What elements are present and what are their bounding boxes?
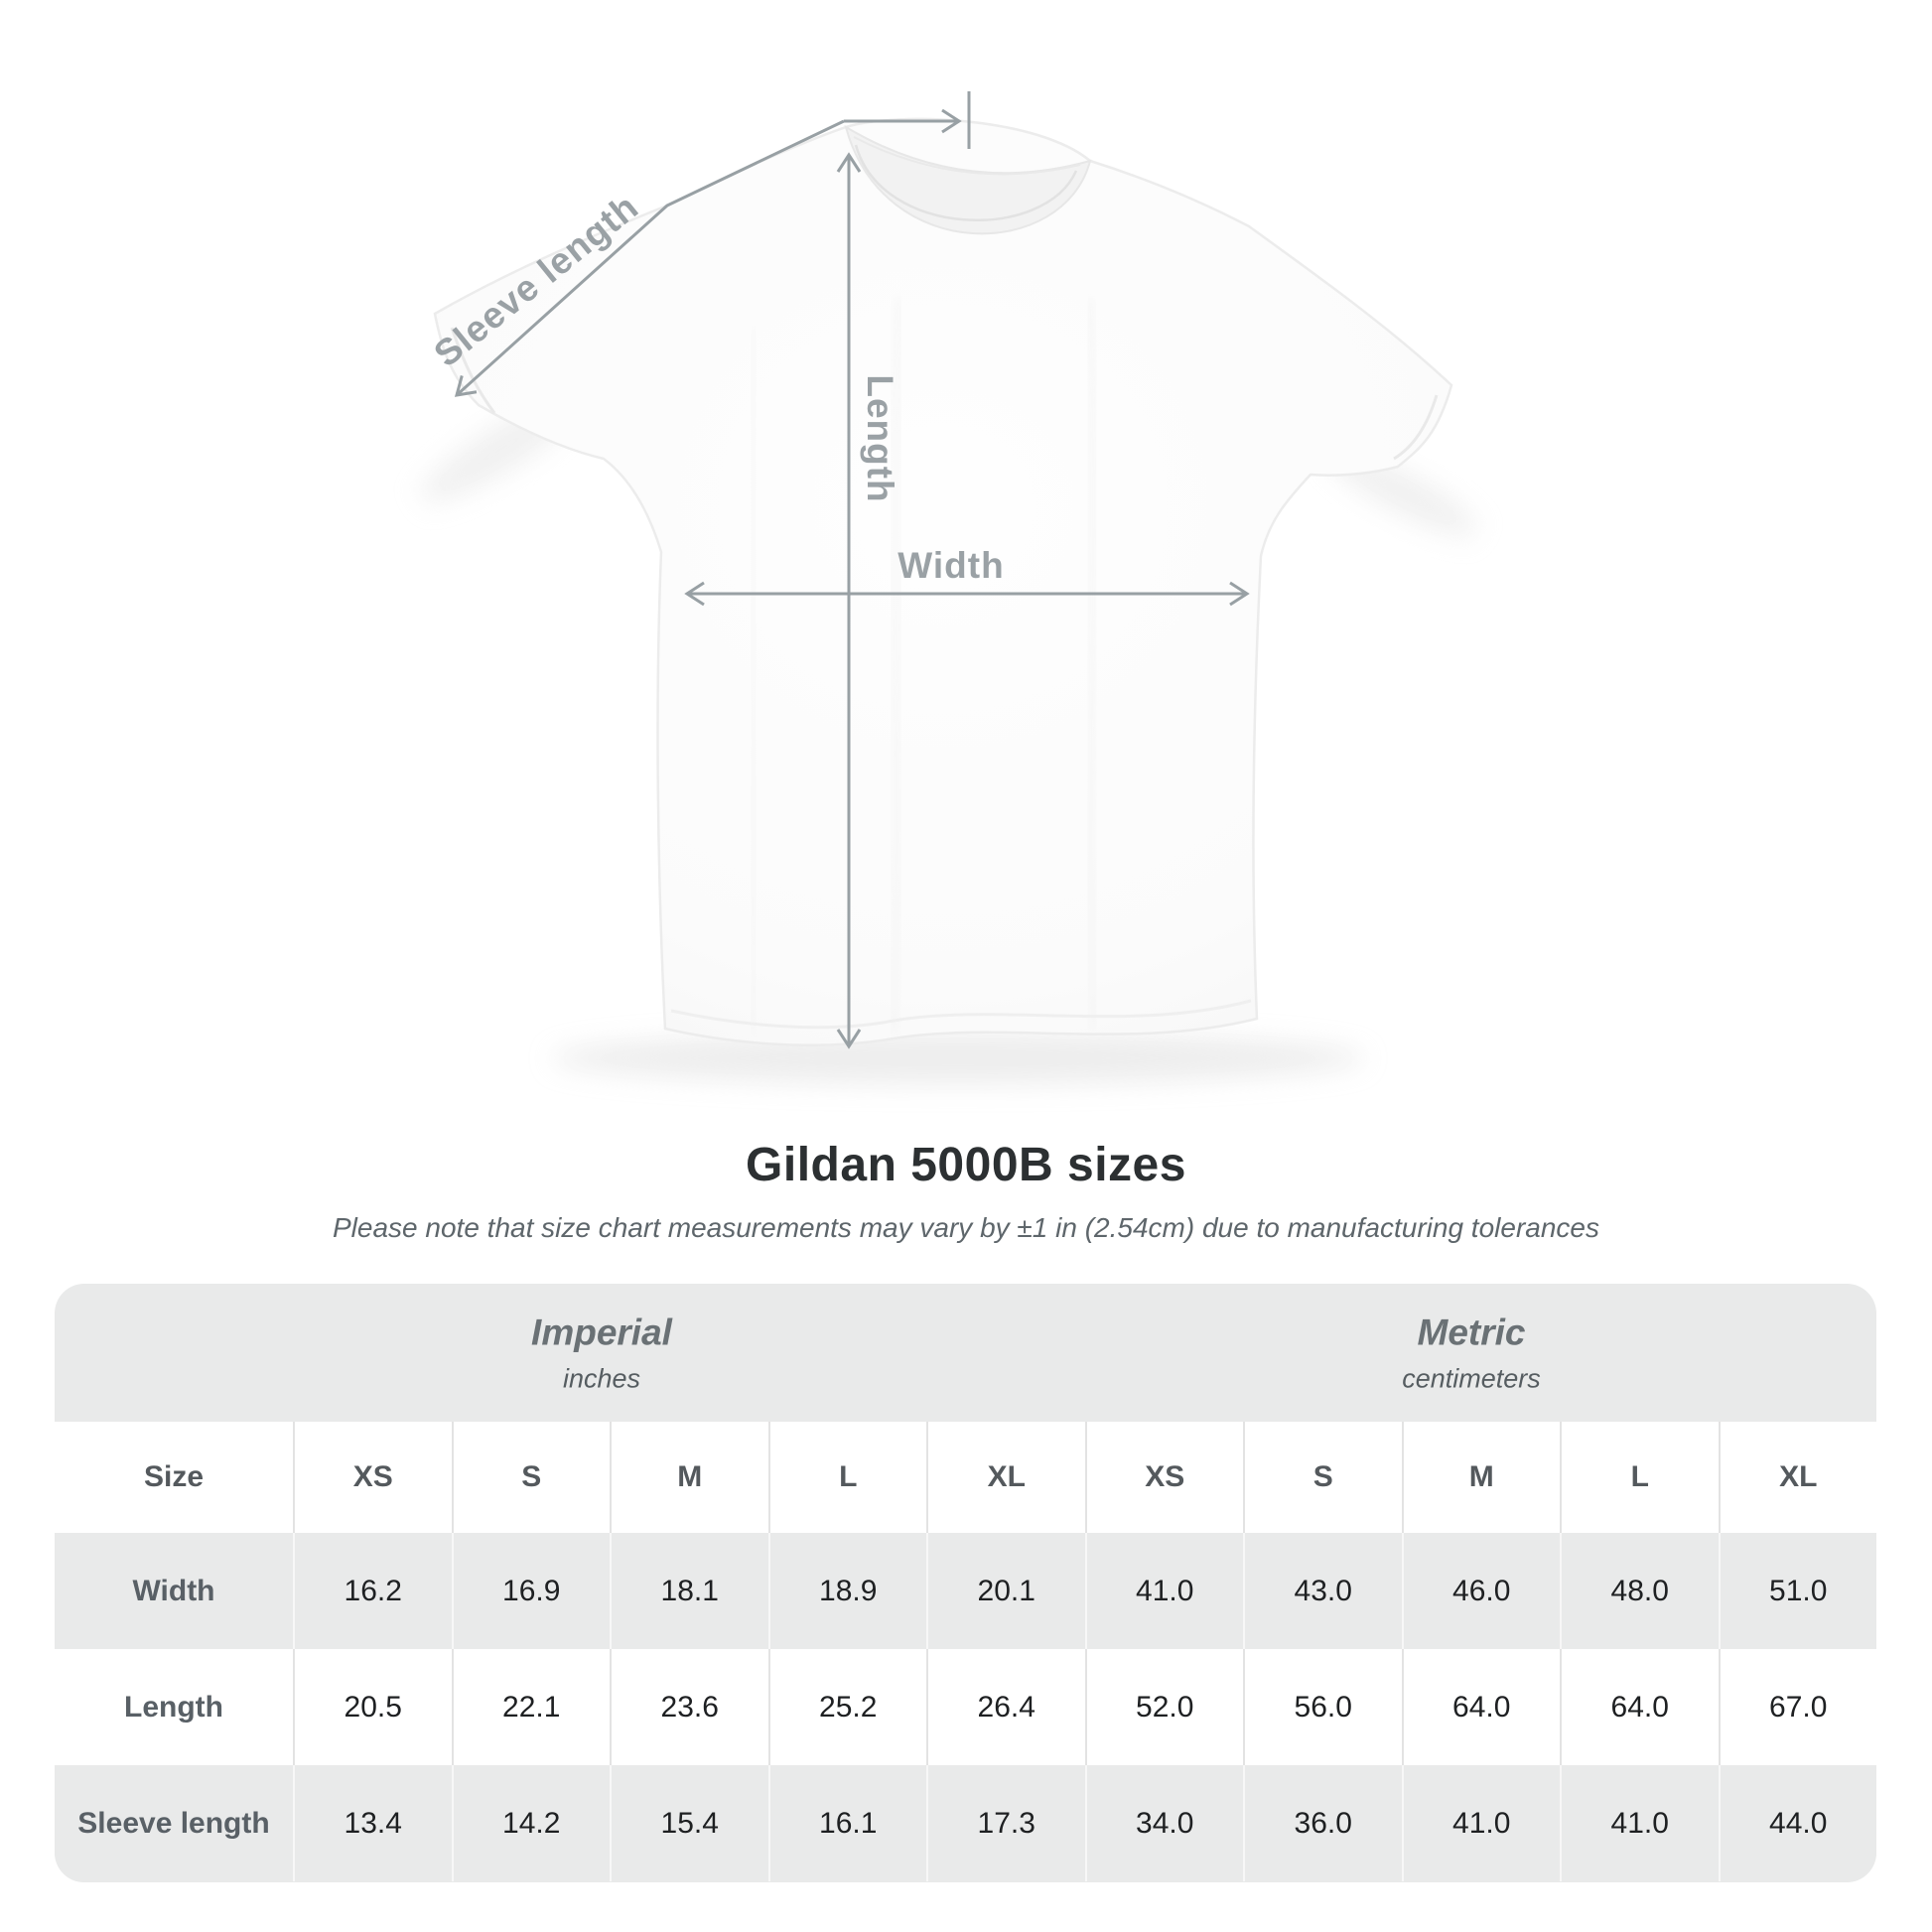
value-cell: 18.1 <box>610 1533 768 1649</box>
value-cell: 22.1 <box>451 1649 611 1765</box>
value-cell: 52.0 <box>1084 1649 1244 1765</box>
width-label: Width <box>897 545 1004 586</box>
size-chart-table: Imperial inches Metric centimeters Size … <box>55 1284 1876 1882</box>
value-cell: 36.0 <box>1243 1765 1402 1881</box>
value-cell: 16.1 <box>767 1765 927 1881</box>
heading-block: Gildan 5000B sizes Please note that size… <box>0 1138 1932 1244</box>
header-cell-imperial-s: S <box>451 1422 611 1533</box>
value-cell: 64.0 <box>1401 1649 1561 1765</box>
value-cell: 34.0 <box>1084 1765 1244 1881</box>
header-cell-metric-xs: XS <box>1084 1422 1244 1533</box>
value-cell: 16.9 <box>451 1533 611 1649</box>
unit-name: Metric <box>1417 1311 1526 1352</box>
header-cell-size: Size <box>143 1460 205 1493</box>
value-cell: 23.6 <box>610 1649 768 1765</box>
header-cell-metric-l: L <box>1560 1422 1719 1533</box>
header-cell-metric-xl: XL <box>1718 1422 1877 1533</box>
table-header-row: Size XS S M L XL XS S M L XL <box>55 1422 1876 1533</box>
header-cell-metric-s: S <box>1243 1422 1402 1533</box>
unit-sub: inches <box>562 1363 641 1393</box>
unit-name: Imperial <box>531 1311 672 1352</box>
table-row-length: Length 20.5 22.1 23.6 25.2 26.4 52.0 56.… <box>55 1649 1876 1765</box>
sleeve-length-annotation-line <box>454 119 845 397</box>
page-title: Gildan 5000B sizes <box>746 1139 1186 1191</box>
value-cell: 43.0 <box>1243 1533 1402 1649</box>
value-cell: 25.2 <box>767 1649 927 1765</box>
value-cell: 18.9 <box>767 1533 927 1649</box>
value-cell: 67.0 <box>1718 1649 1877 1765</box>
unit-band: Imperial inches Metric centimeters <box>55 1284 1876 1422</box>
value-cell: 51.0 <box>1718 1533 1877 1649</box>
value-cell: 17.3 <box>926 1765 1085 1881</box>
header-cell-metric-m: M <box>1401 1422 1561 1533</box>
value-cell: 20.5 <box>293 1649 452 1765</box>
value-cell: 20.1 <box>926 1533 1085 1649</box>
header-cell-imperial-m: M <box>610 1422 768 1533</box>
row-label: Width <box>132 1574 215 1607</box>
value-cell: 16.2 <box>293 1533 452 1649</box>
value-cell: 26.4 <box>926 1649 1085 1765</box>
value-cell: 64.0 <box>1560 1649 1719 1765</box>
header-cell-imperial-xl: XL <box>926 1422 1085 1533</box>
row-label: Length <box>124 1690 223 1724</box>
table-row-sleeve-length: Sleeve length 13.4 14.2 15.4 16.1 17.3 3… <box>55 1765 1876 1881</box>
collar <box>844 124 1092 235</box>
header-cell-imperial-l: L <box>767 1422 927 1533</box>
shirt-shape <box>433 117 1453 1046</box>
unit-group-imperial: Imperial inches <box>531 1311 672 1394</box>
value-cell: 41.0 <box>1560 1765 1719 1881</box>
value-cell: 15.4 <box>610 1765 768 1881</box>
value-cell: 46.0 <box>1401 1533 1561 1649</box>
value-cell: 48.0 <box>1560 1533 1719 1649</box>
tshirt-measurement-diagram: Sleeve length Length Width <box>420 91 1477 1084</box>
value-cell: 14.2 <box>451 1765 611 1881</box>
unit-group-metric: Metric centimeters <box>1402 1311 1541 1394</box>
tolerance-note: Please note that size chart measurements… <box>333 1212 1599 1243</box>
row-label: Sleeve length <box>77 1806 270 1840</box>
value-cell: 13.4 <box>293 1765 452 1881</box>
unit-sub: centimeters <box>1402 1363 1541 1393</box>
header-cell-imperial-xs: XS <box>293 1422 452 1533</box>
value-cell: 41.0 <box>1084 1533 1244 1649</box>
value-cell: 44.0 <box>1718 1765 1877 1881</box>
table-row-width: Width 16.2 16.9 18.1 18.9 20.1 41.0 43.0… <box>55 1533 1876 1649</box>
value-cell: 56.0 <box>1243 1649 1402 1765</box>
length-label: Length <box>860 374 900 502</box>
value-cell: 41.0 <box>1401 1765 1561 1881</box>
